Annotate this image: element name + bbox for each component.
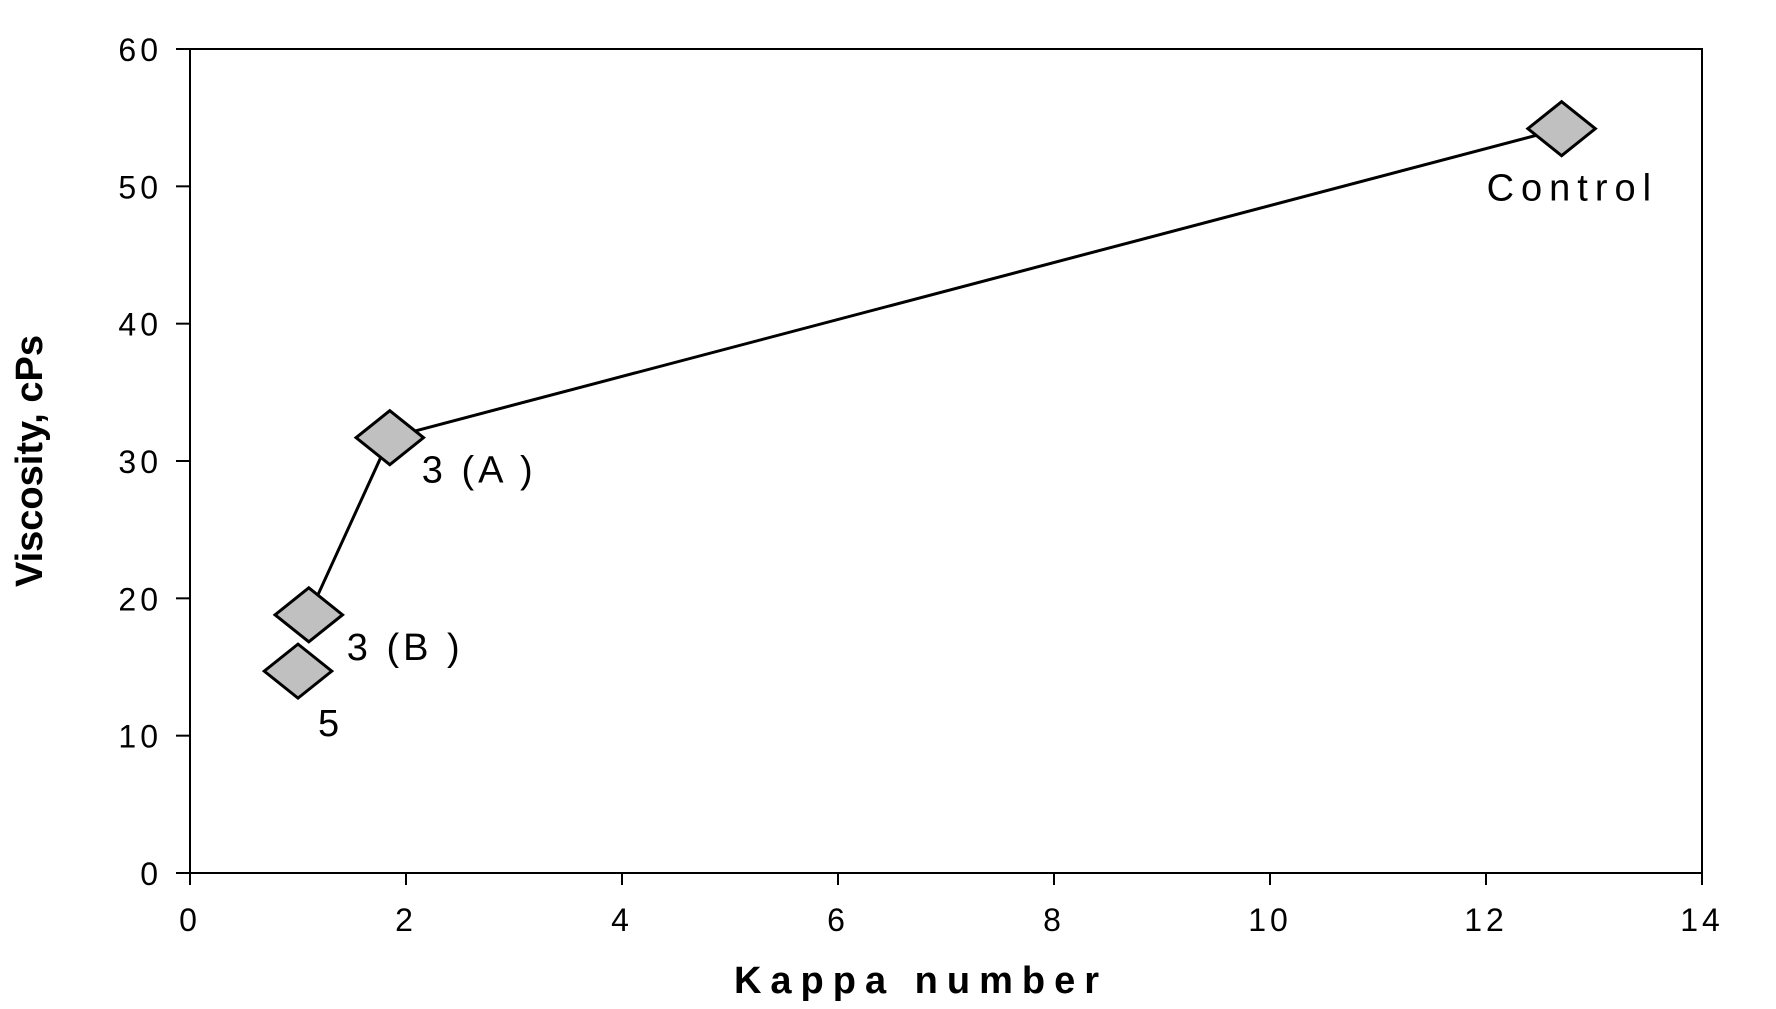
series-markers — [261, 99, 1598, 701]
data-point-marker — [353, 408, 426, 467]
series-line-segment — [389, 127, 1562, 440]
x-tick-label: 4 — [611, 902, 633, 938]
y-tick-label: 30 — [118, 444, 162, 480]
y-tick-label: 0 — [140, 856, 162, 892]
x-tick-label: 8 — [1043, 902, 1065, 938]
y-axis-ticks: 0 10 20 30 40 50 60 — [118, 32, 190, 892]
x-tick-label: 0 — [179, 902, 201, 938]
x-tick-label: 10 — [1248, 902, 1292, 938]
data-point-label: 3 (B ) — [347, 627, 464, 669]
data-point-marker — [272, 585, 345, 644]
y-tick-label: 50 — [118, 169, 162, 205]
x-tick-label: 14 — [1680, 902, 1724, 938]
x-axis-ticks: 0 2 4 6 8 10 12 14 — [179, 873, 1724, 938]
y-tick-label: 40 — [118, 307, 162, 343]
y-axis-title: Viscosity, cPs — [9, 335, 51, 587]
series-line-segment — [307, 437, 392, 616]
x-tick-label: 2 — [395, 902, 417, 938]
y-tick-label: 10 — [118, 719, 162, 755]
series-line — [307, 127, 1562, 616]
x-tick-label: 6 — [827, 902, 849, 938]
x-axis-title: Kappa number — [734, 960, 1108, 1002]
data-point-marker — [1525, 99, 1598, 158]
plot-frame — [189, 48, 1703, 874]
x-tick-label: 12 — [1464, 902, 1508, 938]
data-point-marker — [261, 642, 335, 701]
y-tick-label: 60 — [118, 32, 162, 68]
point-labels: Control 3 (A ) 3 (B )5 — [318, 168, 1659, 745]
data-point-label: Control — [1487, 168, 1659, 210]
y-tick-label: 20 — [118, 581, 162, 617]
data-point-label: 5 — [318, 703, 343, 745]
data-point-label: 3 (A ) — [422, 450, 537, 492]
